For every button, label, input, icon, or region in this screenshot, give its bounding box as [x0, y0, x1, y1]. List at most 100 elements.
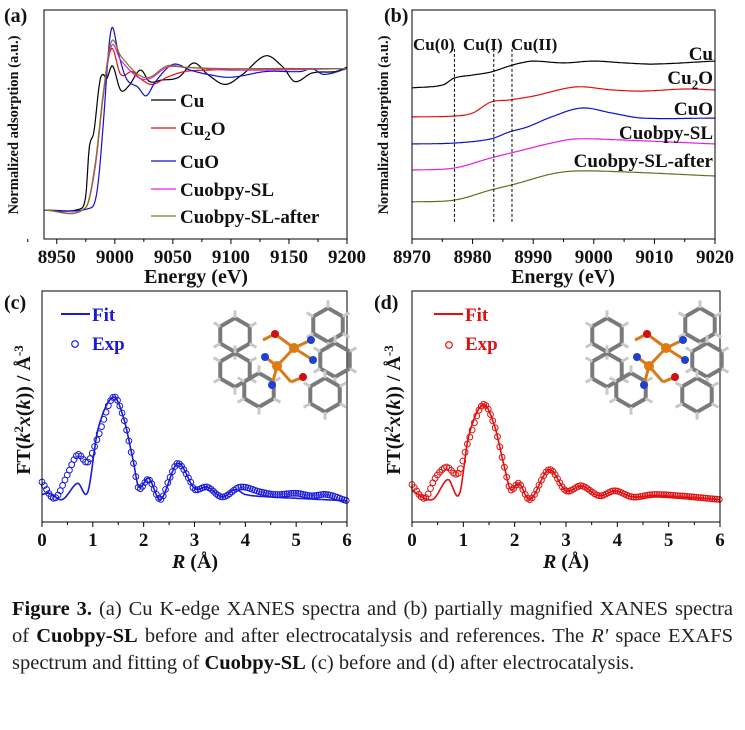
hydrogen-bond: [713, 332, 723, 339]
data-point: [132, 473, 140, 481]
nitrogen-atom: [633, 353, 641, 361]
data-point: [116, 402, 124, 410]
legend-label-cuo: CuO: [180, 152, 219, 173]
series-cuobpy-sl: [411, 138, 716, 171]
data-point: [130, 459, 137, 467]
x-axis-title: R (Å): [171, 550, 218, 573]
x-tick-label: 6: [715, 530, 725, 551]
molecule-structure-inset: [212, 300, 358, 420]
data-point: [660, 491, 668, 499]
x-tick-label: 2: [510, 530, 520, 551]
data-point: [510, 485, 517, 492]
x-tick-label: 9010: [635, 247, 673, 268]
data-point: [342, 497, 350, 504]
annotation-cu1: Cu(I): [463, 35, 503, 54]
data-point: [166, 473, 174, 481]
x-axis-title: R (Å): [542, 550, 589, 573]
data-point: [651, 491, 658, 498]
x-tick-label: 0: [37, 530, 47, 551]
x-tick-label: 6: [342, 530, 352, 551]
series-line: [411, 60, 715, 89]
pyridine-ring: [311, 305, 345, 345]
data-point: [228, 488, 236, 496]
data-point: [674, 492, 681, 500]
data-point: [237, 483, 245, 491]
data-point: [424, 490, 432, 498]
plot-frame: [43, 9, 348, 240]
x-tick-label: 0: [407, 530, 417, 551]
x-tick-label: 8970: [393, 247, 431, 268]
data-point: [496, 443, 504, 451]
series-line: [411, 138, 716, 171]
legend-label-fit: Fit: [92, 305, 116, 326]
y-axis-title: Normalized adsorption (a.u.): [6, 35, 22, 214]
data-point: [489, 417, 497, 425]
data-point: [114, 396, 121, 404]
oxygen-atom: [643, 330, 651, 338]
y-axis-title: FT(k2x(k)) / Å-3: [381, 345, 405, 475]
x-tick-label: 9050: [154, 247, 192, 268]
panel-label: (b): [384, 5, 408, 27]
data-point: [290, 489, 298, 497]
caption-text: space EXAFS spectrum and fitting of: [12, 625, 733, 674]
curve-label-cu2o: Cu2O: [667, 68, 713, 92]
hydrogen-bond: [312, 346, 322, 353]
data-point: [88, 449, 96, 457]
x-tick-label: 8990: [514, 247, 552, 268]
x-tick-label: 9200: [328, 247, 366, 268]
x-tick-label: 3: [561, 530, 571, 551]
hydrogen-bond: [674, 402, 684, 409]
series-exp: [38, 393, 350, 504]
series-exp: [408, 400, 723, 504]
series-line: [43, 39, 347, 215]
data-point: [91, 443, 98, 450]
data-point: [201, 483, 208, 491]
caption-italic: R': [591, 625, 609, 647]
legend-label-fit: Fit: [465, 305, 489, 326]
data-point: [699, 494, 707, 502]
legend-swatch-exp: [445, 341, 453, 349]
x-tick-label: 9000: [96, 247, 134, 268]
pyridine-ring: [680, 375, 714, 415]
data-point: [162, 486, 169, 493]
hydrogen-bond: [248, 342, 258, 349]
hydrogen-bond: [236, 376, 246, 383]
hydrogen-bond: [338, 402, 348, 409]
caption-text: before and after electrocatalysis and re…: [137, 625, 592, 647]
data-point: [457, 465, 464, 473]
x-tick-label: 8980: [454, 247, 492, 268]
panel-d-exafs-after: 0 1 2 3 4 5 6 (d) FT(k2x(k)) / Å-3 R (Å) Fit E…: [374, 290, 730, 573]
data-point: [563, 487, 571, 495]
data-point: [146, 476, 153, 484]
data-point: [427, 485, 434, 492]
data-point: [669, 491, 677, 499]
x-tick-label: 9000: [575, 247, 613, 268]
plot-area: 0 1 2 3 4 5 6: [37, 290, 352, 551]
series-cuo: [43, 26, 348, 212]
nitrogen-atom: [679, 336, 687, 344]
series-fit: [411, 403, 720, 501]
data-point: [658, 491, 665, 499]
legend-label-exp: Exp: [92, 334, 125, 355]
data-point: [665, 491, 672, 499]
data-point: [461, 448, 469, 456]
x-axis-title: Energy (eV): [511, 266, 615, 288]
caption-text: (c) before and (d) after electrocatalysi…: [305, 652, 635, 674]
y-axis-title: FT(k2x(k)) / Å-3: [11, 345, 35, 475]
x-tick-label: 4: [613, 530, 623, 551]
data-point: [540, 472, 548, 480]
hydrogen-bond: [348, 367, 358, 374]
data-point: [491, 424, 499, 432]
data-point: [102, 408, 110, 416]
data-point: [267, 490, 275, 498]
hydrogen-bond: [584, 356, 594, 363]
data-point: [459, 457, 467, 465]
x-tick-label: 1: [88, 530, 98, 551]
caption-label: Figure 3.: [12, 598, 93, 620]
data-point: [471, 419, 478, 427]
panel-c-exafs-before: 0 1 2 3 4 5 6 (c) FT(k2x(k)) / Å-3 R (Å) Fit E…: [4, 290, 358, 573]
data-point: [697, 494, 705, 502]
data-point: [653, 491, 661, 498]
data-point: [157, 496, 165, 503]
data-point: [283, 490, 291, 498]
